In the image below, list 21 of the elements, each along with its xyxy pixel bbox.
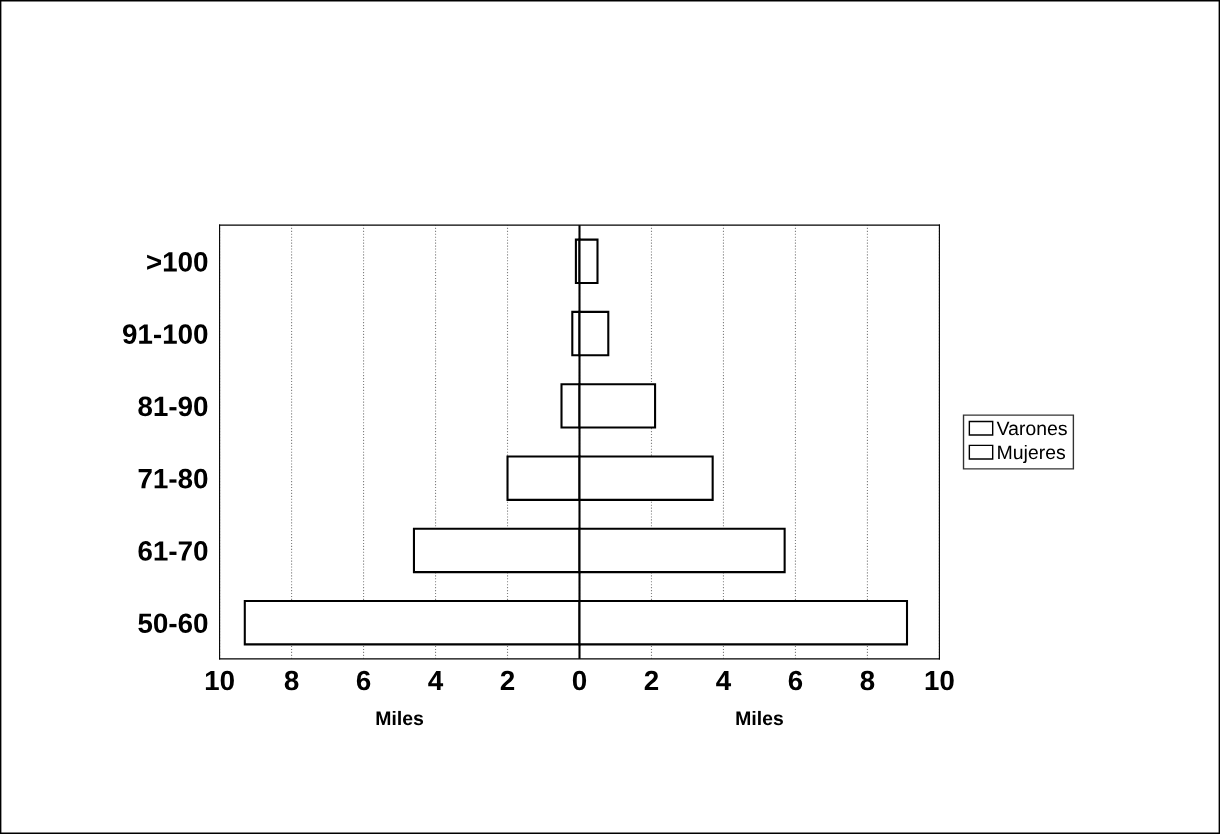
y-tick-label: 91-100 bbox=[122, 324, 208, 344]
x-axis-title: Miles bbox=[376, 710, 424, 726]
x-tick-label: 8 bbox=[860, 670, 875, 691]
legend-label: Mujeres bbox=[998, 444, 1066, 464]
x-tick-label: 8 bbox=[284, 670, 299, 691]
x-tick-label: 10 bbox=[925, 670, 954, 691]
y-tick-label: 81-90 bbox=[138, 396, 208, 417]
x-tick-label: 6 bbox=[356, 670, 371, 691]
y-tick-label: 50-60 bbox=[138, 613, 208, 634]
y-tick-label: 71-80 bbox=[138, 468, 208, 489]
x-tick-label: 2 bbox=[644, 670, 659, 691]
text: Miles bbox=[736, 710, 783, 726]
x-tick-label: 4 bbox=[716, 670, 732, 691]
x-tick-label: 10 bbox=[205, 670, 234, 691]
legend-label: Varones bbox=[996, 421, 1067, 436]
y-tick-label: 61-70 bbox=[138, 541, 208, 561]
x-tick-label: 6 bbox=[788, 670, 803, 691]
y-tick-label: >100 bbox=[147, 251, 208, 272]
x-tick-label: 4 bbox=[428, 670, 444, 691]
x-tick-label: 0 bbox=[572, 670, 587, 691]
x-tick-label: 2 bbox=[500, 670, 515, 691]
